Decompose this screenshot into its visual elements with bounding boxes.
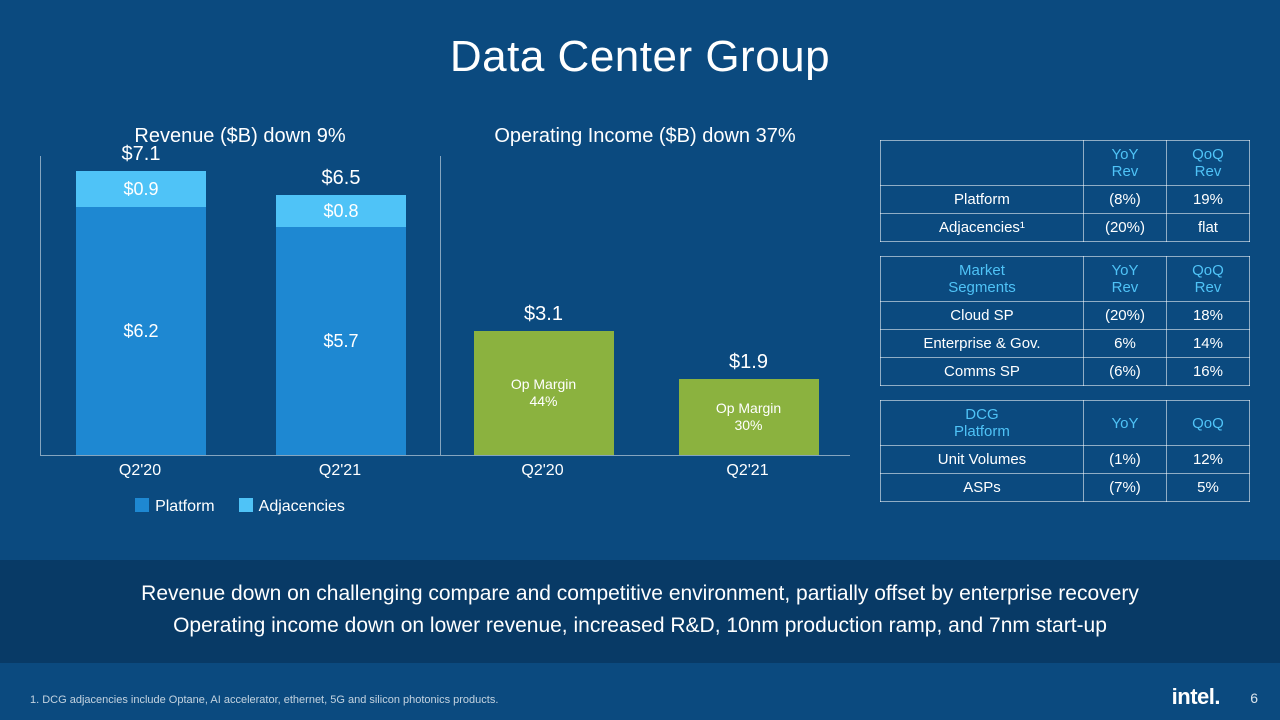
table-cell: Unit Volumes (881, 446, 1084, 474)
table-row: Adjacencies¹(20%)flat (881, 214, 1250, 242)
table-row: Platform(8%)19% (881, 186, 1250, 214)
bar-total-label: $3.1 (474, 303, 614, 326)
table-header-cell (881, 141, 1084, 186)
legend-swatch (135, 498, 149, 512)
data-table: MarketSegmentsYoYRevQoQRevCloud SP(20%)1… (880, 256, 1250, 386)
opincome-bar: $3.1Op Margin44% (474, 331, 614, 455)
revenue-chart-legend: Platform Adjacencies (40, 498, 440, 516)
data-table: DCGPlatformYoYQoQUnit Volumes(1%)12%ASPs… (880, 400, 1250, 502)
table-cell: 19% (1166, 186, 1249, 214)
opincome-chart: Operating Income ($B) down 37% $3.1Op Ma… (440, 125, 850, 480)
footnote: 1. DCG adjacencies include Optane, AI ac… (30, 694, 498, 706)
table-row: Comms SP(6%)16% (881, 358, 1250, 386)
legend-item: Platform (135, 498, 215, 516)
data-tables: YoYRevQoQRevPlatform(8%)19%Adjacencies¹(… (880, 140, 1250, 516)
op-margin-value: 30% (734, 417, 762, 435)
table-cell: 12% (1166, 446, 1249, 474)
table-cell: (7%) (1083, 474, 1166, 502)
summary-line: Operating income down on lower revenue, … (40, 610, 1240, 642)
revenue-chart: Revenue ($B) down 9% $7.1$0.9$6.2$6.5$0.… (40, 125, 440, 516)
table-row: ASPs(7%)5% (881, 474, 1250, 502)
legend-item: Adjacencies (239, 498, 345, 516)
table-cell: (20%) (1083, 214, 1166, 242)
table-cell: (8%) (1083, 186, 1166, 214)
table-cell: Enterprise & Gov. (881, 330, 1084, 358)
page-number: 6 (1250, 690, 1258, 706)
table-cell: Platform (881, 186, 1084, 214)
table-cell: (6%) (1083, 358, 1166, 386)
table-cell: 5% (1166, 474, 1249, 502)
bar-total-label: $7.1 (76, 143, 206, 166)
table-header-cell: YoYRev (1083, 257, 1166, 302)
opincome-bar: $1.9Op Margin30% (679, 379, 819, 455)
bar-segment: $0.9 (76, 171, 206, 207)
revenue-chart-xlabels: Q2'20Q2'21 (40, 462, 440, 480)
table-header-cell: MarketSegments (881, 257, 1084, 302)
table-cell: Adjacencies¹ (881, 214, 1084, 242)
x-axis-label: Q2'21 (645, 462, 850, 480)
opincome-chart-title: Operating Income ($B) down 37% (440, 125, 850, 148)
table-row: Cloud SP(20%)18% (881, 302, 1250, 330)
table-cell: flat (1166, 214, 1249, 242)
table-header-cell: QoQRev (1166, 141, 1249, 186)
slide: Data Center Group Revenue ($B) down 9% $… (0, 0, 1280, 720)
x-axis-label: Q2'20 (440, 462, 645, 480)
op-margin-label: Op Margin (511, 376, 576, 394)
table-cell: Cloud SP (881, 302, 1084, 330)
x-axis-label: Q2'20 (40, 462, 240, 480)
table-cell: Comms SP (881, 358, 1084, 386)
revenue-bar: $6.5$0.8$5.7 (276, 195, 406, 455)
legend-label: Adjacencies (259, 498, 345, 515)
summary-band: Revenue down on challenging compare and … (0, 560, 1280, 663)
table-cell: (20%) (1083, 302, 1166, 330)
x-axis-label: Q2'21 (240, 462, 440, 480)
summary-line: Revenue down on challenging compare and … (40, 578, 1240, 610)
legend-label: Platform (155, 498, 215, 515)
table-header-cell: YoYRev (1083, 141, 1166, 186)
table-cell: ASPs (881, 474, 1084, 502)
table-cell: (1%) (1083, 446, 1166, 474)
table-header-cell: QoQRev (1166, 257, 1249, 302)
bar-segment: $5.7 (276, 227, 406, 455)
table-header-cell: YoY (1083, 401, 1166, 446)
table-header-cell: DCGPlatform (881, 401, 1084, 446)
table-row: Enterprise & Gov.6%14% (881, 330, 1250, 358)
table-row: Unit Volumes(1%)12% (881, 446, 1250, 474)
table-cell: 18% (1166, 302, 1249, 330)
opincome-chart-xlabels: Q2'20Q2'21 (440, 462, 850, 480)
legend-swatch (239, 498, 253, 512)
bar-segment: $0.8 (276, 195, 406, 227)
table-cell: 14% (1166, 330, 1249, 358)
op-margin-label: Op Margin (716, 400, 781, 418)
op-margin-value: 44% (529, 393, 557, 411)
bar-total-label: $6.5 (276, 167, 406, 190)
bar-total-label: $1.9 (679, 351, 819, 374)
opincome-chart-plot: $3.1Op Margin44%$1.9Op Margin30% (440, 156, 850, 456)
bar-segment: $6.2 (76, 207, 206, 455)
table-cell: 6% (1083, 330, 1166, 358)
revenue-chart-plot: $7.1$0.9$6.2$6.5$0.8$5.7 (40, 156, 440, 456)
data-table: YoYRevQoQRevPlatform(8%)19%Adjacencies¹(… (880, 140, 1250, 242)
charts-area: Revenue ($B) down 9% $7.1$0.9$6.2$6.5$0.… (40, 125, 860, 555)
table-cell: 16% (1166, 358, 1249, 386)
revenue-bar: $7.1$0.9$6.2 (76, 171, 206, 455)
slide-title: Data Center Group (0, 0, 1280, 82)
intel-logo: intel. (1172, 684, 1220, 710)
table-header-cell: QoQ (1166, 401, 1249, 446)
